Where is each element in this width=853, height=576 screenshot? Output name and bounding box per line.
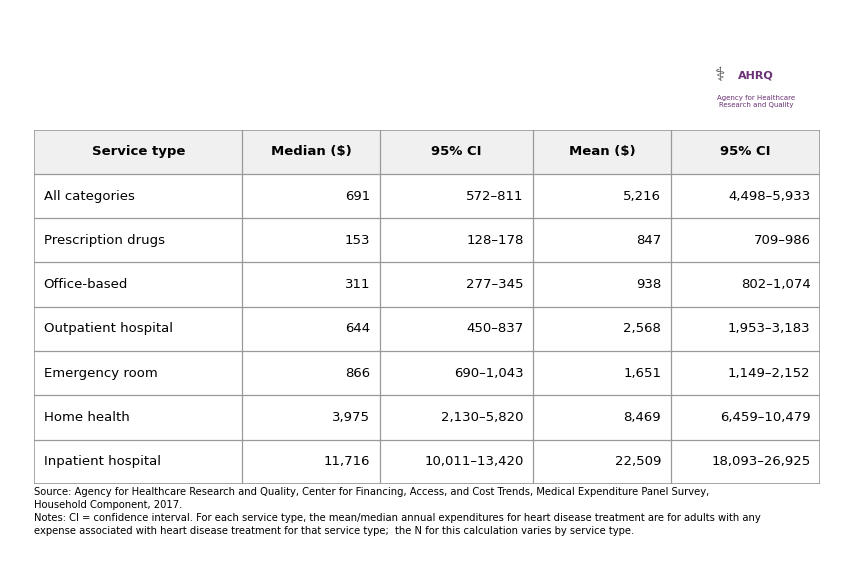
Bar: [34, 395, 819, 439]
Bar: [34, 174, 819, 218]
Text: 153: 153: [345, 234, 370, 247]
Text: 938: 938: [635, 278, 660, 291]
Text: 802–1,074: 802–1,074: [740, 278, 809, 291]
Text: 847: 847: [635, 234, 660, 247]
Text: ⚕: ⚕: [714, 66, 724, 85]
Text: 1,651: 1,651: [623, 367, 660, 380]
Text: 450–837: 450–837: [466, 323, 523, 335]
Text: Home health: Home health: [44, 411, 129, 424]
Bar: [34, 351, 819, 395]
Text: 866: 866: [345, 367, 370, 380]
Text: 95% CI: 95% CI: [719, 145, 769, 158]
Bar: [34, 218, 819, 263]
Text: 277–345: 277–345: [466, 278, 523, 291]
Text: 1,953–3,183: 1,953–3,183: [727, 323, 809, 335]
Text: Prescription drugs: Prescription drugs: [44, 234, 165, 247]
Text: 691: 691: [345, 190, 370, 203]
Text: 18,093–26,925: 18,093–26,925: [711, 455, 809, 468]
Bar: [34, 263, 819, 307]
Text: 572–811: 572–811: [466, 190, 523, 203]
Text: 8,469: 8,469: [623, 411, 660, 424]
Text: 4,498–5,933: 4,498–5,933: [728, 190, 809, 203]
Text: 2,568: 2,568: [623, 323, 660, 335]
Bar: [34, 439, 819, 484]
Text: 10,011–13,420: 10,011–13,420: [424, 455, 523, 468]
Text: Median ($): Median ($): [270, 145, 351, 158]
Text: 128–178: 128–178: [466, 234, 523, 247]
Text: 22,509: 22,509: [614, 455, 660, 468]
Text: 690–1,043: 690–1,043: [454, 367, 523, 380]
Text: Service type: Service type: [91, 145, 185, 158]
Text: Office-based: Office-based: [44, 278, 128, 291]
Text: 2,130–5,820: 2,130–5,820: [441, 411, 523, 424]
Text: 644: 644: [345, 323, 370, 335]
Bar: [34, 307, 819, 351]
Text: Emergency room: Emergency room: [44, 367, 157, 380]
Text: Figure 4.  Mean and median annual expenditures for heart disease treatment
among: Figure 4. Mean and median annual expendi…: [3, 30, 730, 89]
Text: Source: Agency for Healthcare Research and Quality, Center for Financing, Access: Source: Agency for Healthcare Research a…: [34, 487, 760, 536]
Text: Inpatient hospital: Inpatient hospital: [44, 455, 160, 468]
Text: Mean ($): Mean ($): [568, 145, 635, 158]
Text: 11,716: 11,716: [323, 455, 370, 468]
Text: 95% CI: 95% CI: [431, 145, 481, 158]
Text: AHRQ: AHRQ: [737, 70, 773, 80]
Text: 1,149–2,152: 1,149–2,152: [727, 367, 809, 380]
Text: Agency for Healthcare
Research and Quality: Agency for Healthcare Research and Quali…: [716, 94, 794, 108]
Text: 709–986: 709–986: [752, 234, 809, 247]
Text: Outpatient hospital: Outpatient hospital: [44, 323, 172, 335]
Text: 3,975: 3,975: [332, 411, 370, 424]
Bar: [34, 130, 819, 174]
Text: 5,216: 5,216: [623, 190, 660, 203]
Text: All categories: All categories: [44, 190, 134, 203]
Wedge shape: [384, 58, 853, 130]
Text: 311: 311: [345, 278, 370, 291]
Text: 6,459–10,479: 6,459–10,479: [719, 411, 809, 424]
